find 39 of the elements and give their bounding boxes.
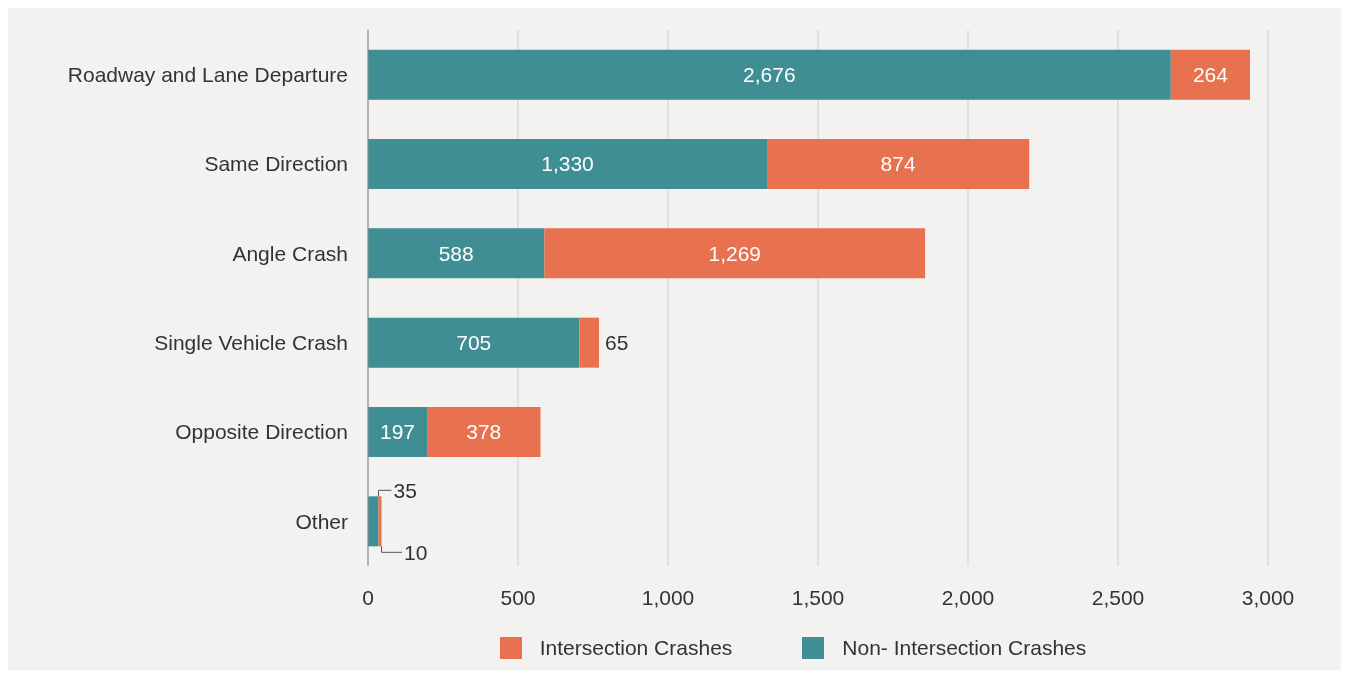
bar — [767, 138, 1030, 189]
bar — [368, 228, 545, 279]
bar — [1170, 49, 1250, 100]
bar — [368, 406, 428, 457]
legend-label: Non- Intersection Crashes — [842, 636, 1087, 660]
bar — [544, 228, 926, 279]
x-tick-label: 3,000 — [1241, 585, 1295, 609]
x-tick-label: 500 — [500, 585, 536, 609]
data-label: 10 — [404, 540, 428, 564]
bar — [368, 138, 767, 189]
y-tick-label: Single Vehicle Crash — [154, 331, 348, 355]
data-label: 874 — [880, 152, 916, 176]
data-label: 2,676 — [743, 63, 796, 87]
bar — [427, 406, 541, 457]
bar — [368, 49, 1171, 100]
y-tick-label: Angle Crash — [232, 241, 348, 265]
data-label: 378 — [466, 420, 502, 444]
x-tick-label: 1,500 — [791, 585, 845, 609]
data-label: 35 — [393, 478, 417, 502]
data-label: 705 — [456, 331, 492, 355]
x-tick-label: 0 — [362, 585, 374, 609]
legend-label: Intersection Crashes — [539, 636, 733, 660]
data-label: 264 — [1192, 63, 1229, 87]
x-tick-label: 1,000 — [641, 585, 695, 609]
y-tick-label: Same Direction — [204, 152, 348, 176]
bar — [368, 317, 580, 368]
x-tick-label: 2,000 — [941, 585, 995, 609]
bar — [579, 317, 599, 368]
data-label: 1,330 — [541, 152, 594, 176]
data-label: 588 — [438, 241, 474, 265]
y-tick-label: Roadway and Lane Departure — [67, 63, 348, 87]
bar — [378, 496, 382, 547]
y-tick-label: Opposite Direction — [175, 420, 348, 444]
data-label: 197 — [380, 420, 416, 444]
bar — [368, 496, 379, 547]
y-tick-label: Other — [295, 509, 348, 533]
x-tick-label: 2,500 — [1091, 585, 1145, 609]
data-label: 1,269 — [708, 241, 762, 265]
data-label: 65 — [605, 331, 629, 355]
